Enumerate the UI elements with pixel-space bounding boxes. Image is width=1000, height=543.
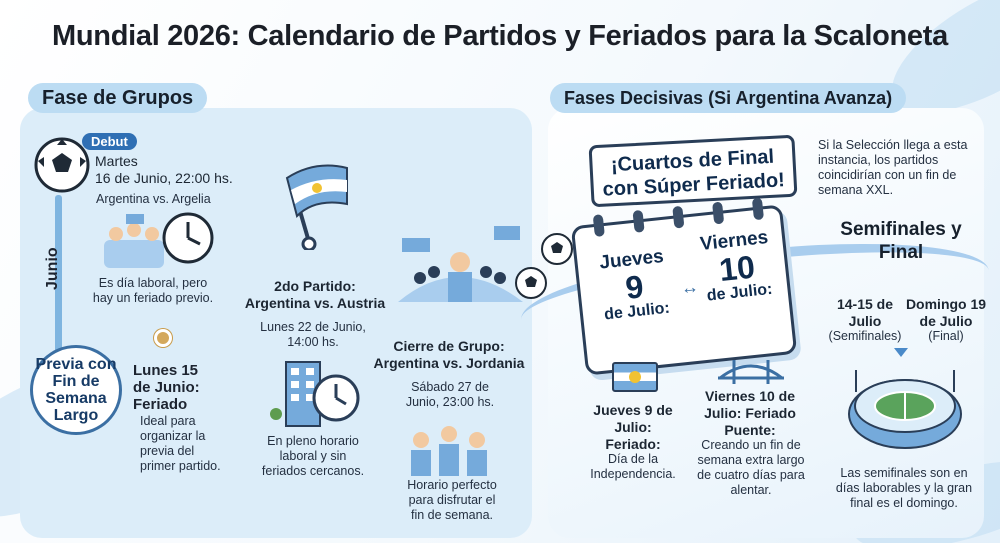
down-arrow-icon	[894, 348, 908, 357]
preview-note: Ideal para organizar la previa del prime…	[140, 414, 230, 474]
argentina-flag-icon	[612, 362, 658, 392]
match3-title: Cierre de Grupo: Argentina vs. Jordania	[368, 338, 530, 372]
stadium-icon	[846, 362, 964, 454]
semis-final-heading: Semifinales y Final	[836, 218, 966, 264]
debut-badge: Debut	[82, 133, 137, 150]
friday-note: Creando un fin de semana extra largo de …	[696, 438, 806, 498]
final-label: (Final)	[910, 329, 982, 344]
office-clock-icon	[270, 356, 362, 428]
month-label: Junio	[44, 247, 62, 290]
semis-label: (Semifinales)	[822, 329, 908, 344]
match2-note: En pleno horario laboral y sin feriados …	[258, 434, 368, 479]
fans-group-icon	[405, 418, 495, 476]
soccer-ball-icon	[540, 232, 574, 266]
preview-label: Previa con Fin de Semana Largo	[32, 356, 120, 424]
knockout-heading: Fases Decisivas (Si Argentina Avanza)	[550, 83, 906, 113]
thursday-note: Día de la Independencia.	[590, 452, 676, 482]
group-stage-heading: Fase de Grupos	[28, 83, 207, 113]
preview-date: Lunes 15 de Junio: Feriado	[133, 362, 213, 413]
friday-title: Viernes 10 de Julio: Feriado Puente:	[700, 388, 800, 439]
knockout-intro: Si la Selección llega a esta instancia, …	[818, 138, 968, 198]
timeline-dot	[154, 329, 172, 347]
quarterfinal-banner: ¡Cuartos de Final con Súper Feriado!	[589, 135, 798, 208]
soccer-ball-icon	[514, 266, 548, 300]
match3-note: Horario perfecto para disfrutar el fin d…	[402, 478, 502, 523]
match2-title: 2do Partido: Argentina vs. Austria	[240, 278, 390, 312]
fans-with-clock-icon	[98, 212, 218, 268]
match1-date: Martes 16 de Junio, 22:00 hs.	[95, 153, 255, 187]
fans-celebrating-icon	[398, 222, 523, 302]
calendar-thursday: Jueves 9 de Julio:	[585, 245, 684, 326]
calendar-friday: Viernes 10 de Julio:	[687, 226, 786, 307]
semis-date: 14-15 de Julio	[830, 296, 900, 330]
match1-note: Es día laboral, pero hay un feriado prev…	[88, 276, 218, 306]
match2-date: Lunes 22 de Junio, 14:00 hs.	[258, 320, 368, 350]
bridge-icon	[716, 350, 786, 386]
semis-final-note: Las semifinales son en días laborables y…	[834, 466, 974, 511]
match1-teams: Argentina vs. Argelia	[96, 192, 211, 207]
soccer-ball-icon	[34, 137, 90, 193]
final-date: Domingo 19 de Julio	[900, 296, 992, 330]
banner-text: ¡Cuartos de Final con Súper Feriado!	[592, 138, 795, 202]
page-title: Mundial 2026: Calendario de Partidos y F…	[0, 20, 1000, 53]
match3-date: Sábado 27 de Junio, 23:00 hs.	[400, 380, 500, 410]
thursday-title: Jueves 9 de Julio: Feriado:	[592, 402, 674, 453]
argentina-flag-icon	[275, 160, 355, 250]
